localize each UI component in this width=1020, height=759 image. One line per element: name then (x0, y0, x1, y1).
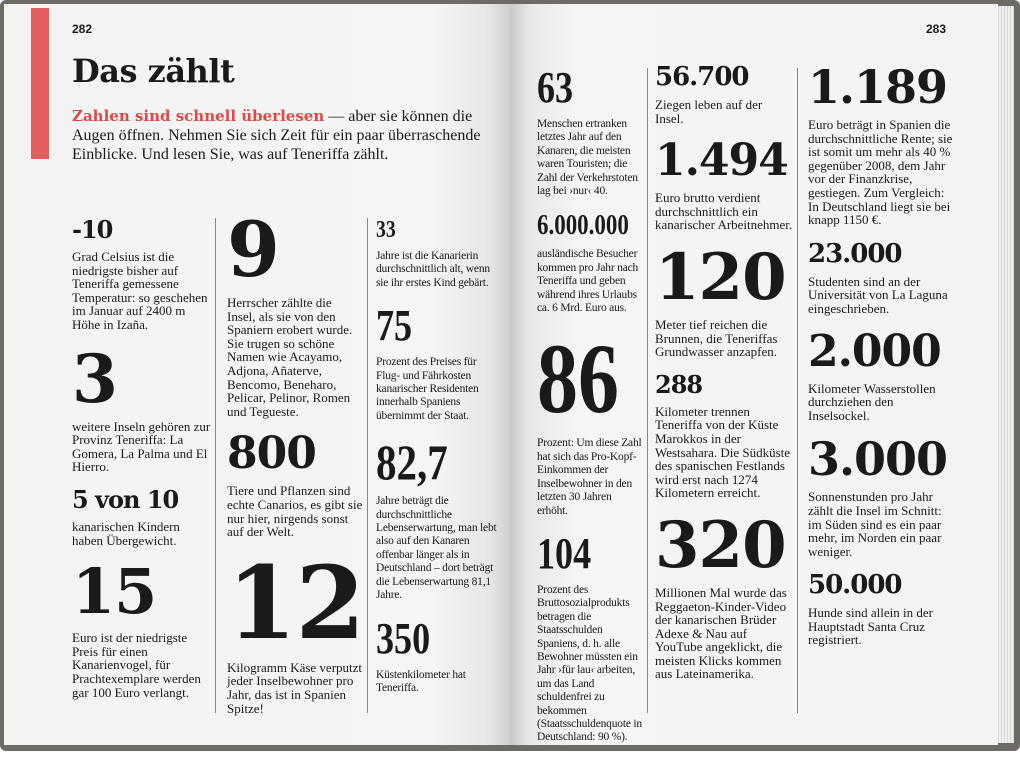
fact-number: 23.000 (808, 238, 903, 269)
accent-bar (31, 8, 49, 159)
right-page (510, 4, 998, 745)
fact-number: 75 (376, 301, 413, 351)
fact-text: Kilogramm Käse verputzt jeder Inselbewoh… (227, 659, 363, 716)
fact-text: Meter tief reichen die Brunnen, die Tene… (655, 316, 778, 360)
fact-column: 63 Menschen ertranken letztes Jahr auf de… (537, 66, 643, 759)
column-divider (797, 68, 798, 713)
fact-number: 63 (537, 63, 574, 112)
page-number-left: 282 (72, 22, 93, 36)
fact-text: Prozent des Preises für Flug- und Fährko… (376, 356, 479, 422)
fact-number: 5 von 10 (72, 484, 179, 514)
fact-number: 1.494 (655, 135, 789, 187)
fact-text: Kilometer Wasserstollen durchziehen den … (808, 380, 936, 423)
fact-number: 3.000 (808, 432, 948, 487)
fact-text: Euro ist der niedrigste Preis für einen … (72, 630, 201, 700)
fact-number: 2.000 (808, 325, 942, 377)
fact-number: 12 (227, 543, 365, 662)
fact-text: Kilometer trennen Teneriffa von der Küst… (655, 403, 791, 501)
fact-text: Küstenkilometer hat Teneriffa. (376, 668, 466, 694)
fact-text: weitere Inseln gehören zur Provinz Tener… (72, 418, 211, 475)
fact-column: 56.700 Ziegen leben auf der Insel. 1.494 Eu… (655, 64, 793, 695)
fact-column: 9 Herrscher zählte die Insel, als sie von… (227, 205, 365, 729)
fact-number: 82,7 (376, 434, 448, 491)
fact-text: Studenten sind an der Universität von La… (808, 273, 948, 316)
fact-number: 56.700 (655, 62, 750, 92)
fact-text: Prozent: Um diese Zahl hat sich das Pro-… (537, 437, 642, 517)
intro-highlight: Zahlen sind schnell überlesen (72, 107, 325, 125)
fact-column: -10 Grad Celsius ist die niedrigste bishe… (72, 218, 212, 713)
fact-text: Prozent des Bruttosozialprodukts betrage… (537, 583, 642, 744)
fact-number: 33 (376, 217, 396, 243)
fact-number: 50.000 (808, 570, 903, 601)
fact-text: Grad Celsius ist die niedrigste bisher a… (72, 249, 208, 332)
fact-number: 288 (655, 369, 703, 399)
fact-number: 320 (655, 507, 787, 583)
fact-text: Hunde sind allein in der Hauptstadt Sant… (808, 605, 933, 648)
fact-text: Jahre ist die Kanarierin durchschnittlic… (376, 250, 490, 289)
fact-column: 1.189 Euro beträgt in Spanien die durchsc… (808, 64, 958, 661)
fact-text: ausländische Besucher kommen pro Jahr na… (537, 248, 639, 315)
intro-paragraph: Zahlen sind schnell überlesen — aber sie… (72, 107, 502, 164)
fact-number: 120 (655, 239, 787, 315)
fact-number: 15 (72, 555, 157, 629)
column-divider (215, 218, 216, 713)
left-page (4, 4, 510, 745)
intro-text: — aber sie können die Augen öffnen. Nehm… (72, 108, 481, 163)
column-divider (647, 68, 648, 713)
fact-text: Tiere und Pflanzen sind echte Canarios, … (227, 483, 363, 540)
fact-text: Herrscher zählte die Insel, als sie von … (227, 295, 353, 419)
fact-number: 350 (376, 613, 431, 663)
fact-text: Euro brutto verdient durchschnittlich ei… (655, 190, 793, 233)
fact-text: Menschen ertranken letztes Jahr auf den … (537, 118, 638, 198)
fact-number: 800 (227, 428, 317, 480)
fact-text: Sonnenstunden pro Jahr zählt die Insel i… (808, 489, 942, 559)
fact-number: 9 (227, 205, 280, 294)
fact-text: Jahre beträgt die durchschnittliche Lebe… (376, 495, 497, 602)
fact-number: 3 (72, 339, 118, 418)
fact-text: Euro beträgt in Spanien die durchschnitt… (808, 117, 953, 228)
column-divider (367, 218, 368, 713)
fact-number: 6.000.000 (537, 210, 629, 242)
page-number-right: 283 (926, 22, 947, 36)
fact-text: Millionen Mal wurde das Reggaeton-Kinder… (655, 584, 787, 682)
page-title: Das zählt (72, 52, 235, 90)
page-stack-edge (998, 6, 1014, 743)
fact-column: 33 Jahre ist die Kanarierin durchschnittl… (376, 218, 502, 709)
fact-text: kanarischen Kindern haben Übergewicht. (72, 518, 180, 548)
fact-number: -10 (72, 215, 113, 244)
fact-number: 86 (537, 323, 619, 435)
fact-text: Ziegen leben auf der Insel. (655, 97, 763, 126)
fact-number: 104 (537, 528, 592, 578)
fact-number: 1.189 (808, 60, 948, 114)
